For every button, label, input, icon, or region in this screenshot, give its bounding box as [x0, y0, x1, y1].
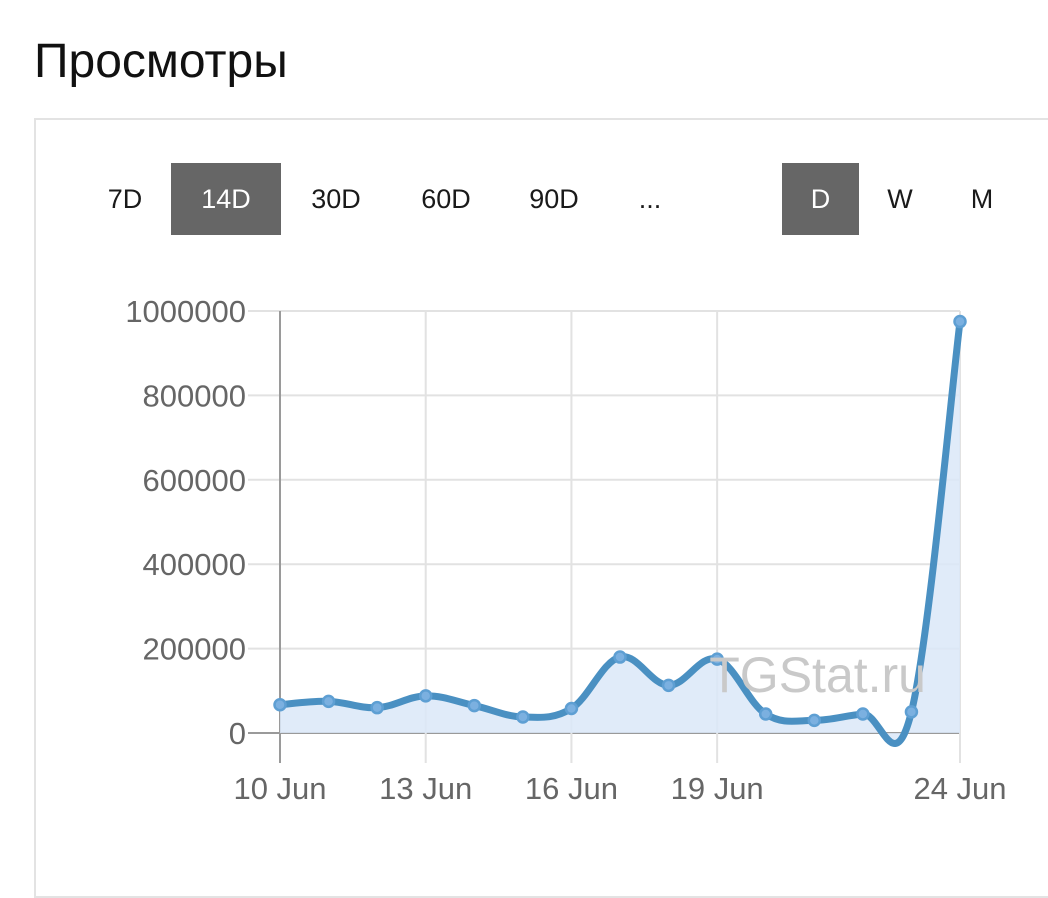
y-tick-label: 1000000	[125, 294, 246, 329]
period-month-button[interactable]: M	[970, 184, 994, 214]
data-point	[807, 713, 822, 728]
x-tick-label: 10 Jun	[233, 771, 326, 806]
range-14d-button[interactable]: 14D	[171, 163, 281, 235]
views-points	[273, 314, 967, 728]
range-30d-button[interactable]: 30D	[311, 184, 361, 214]
x-tick-label: 19 Jun	[671, 771, 764, 806]
data-point	[710, 652, 724, 666]
y-tick-label: 800000	[143, 378, 246, 413]
y-tick-label: 200000	[143, 632, 246, 667]
data-point	[564, 701, 579, 716]
data-point	[418, 689, 433, 703]
data-point	[613, 650, 627, 664]
data-point	[758, 707, 773, 721]
y-tick-label: 0	[229, 716, 246, 751]
range-90d-button[interactable]: 90D	[529, 184, 579, 214]
data-point	[321, 694, 336, 709]
period-week-button[interactable]: W	[887, 184, 913, 214]
x-tick-label: 24 Jun	[913, 771, 1006, 806]
range-60d-button[interactable]: 60D	[421, 184, 471, 214]
x-tick-label: 13 Jun	[379, 771, 472, 806]
x-axis-labels: 10 Jun 13 Jun 16 Jun 19 Jun 24 Jun	[233, 771, 1006, 806]
range-more-button[interactable]: ...	[638, 184, 662, 214]
data-point	[661, 678, 676, 693]
data-point	[467, 698, 482, 713]
data-point	[953, 314, 967, 329]
data-point	[370, 700, 384, 715]
data-point	[904, 705, 919, 719]
y-tick-label: 400000	[143, 547, 246, 582]
y-axis-labels: 0 200000 400000 600000 800000 1000000	[125, 294, 246, 751]
period-day-button[interactable]: D	[782, 163, 859, 235]
range-7d-button[interactable]: 7D	[107, 184, 143, 214]
watermark: TGStat.ru	[709, 647, 926, 703]
x-tick-label: 16 Jun	[525, 771, 618, 806]
data-point	[856, 707, 870, 721]
y-tick-label: 600000	[143, 463, 246, 498]
data-point	[273, 697, 287, 712]
page-title: Просмотры	[34, 35, 288, 88]
data-point	[516, 710, 530, 724]
